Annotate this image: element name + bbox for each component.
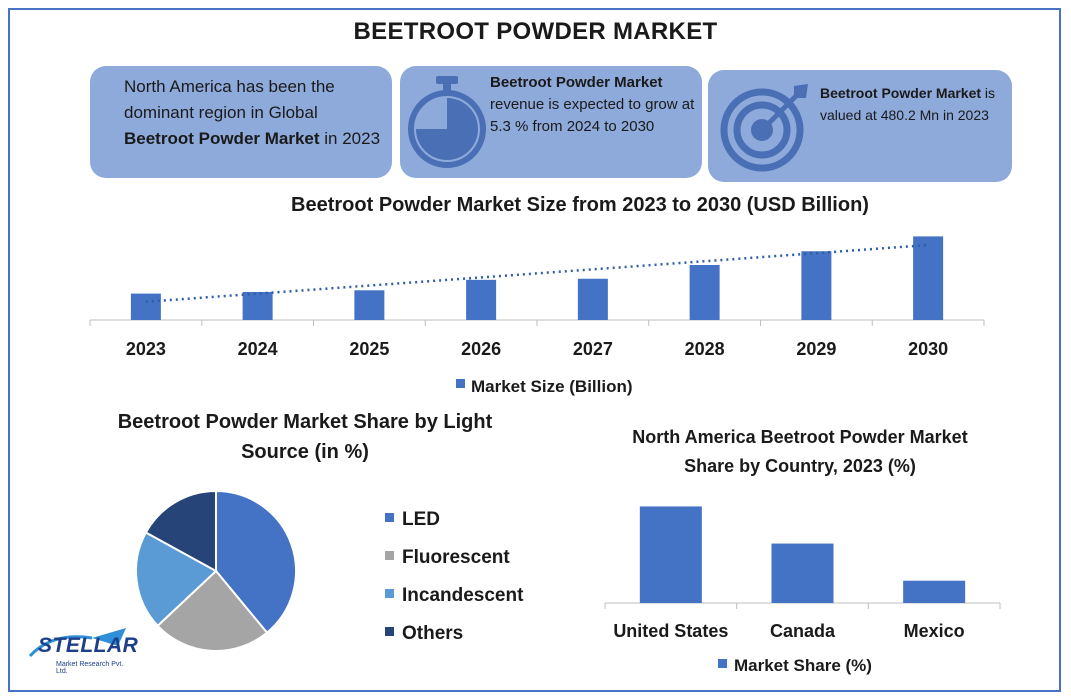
light-source-pie-chart xyxy=(135,489,297,652)
bar-2024 xyxy=(242,291,273,320)
pie-slice-led xyxy=(215,489,297,635)
x-tick-label: 2027 xyxy=(573,339,613,359)
info-box-growth-text: Beetroot Powder Market revenue is expect… xyxy=(490,72,700,138)
info-box-region-text: North America has been the dominant regi… xyxy=(124,74,384,152)
legend-item-incandescent: Incandescent xyxy=(385,585,523,607)
legend-swatch xyxy=(385,589,394,599)
bar-canada xyxy=(771,543,834,603)
x-tick-label: United States xyxy=(613,621,728,641)
info-box-region: North America has been the dominant regi… xyxy=(90,66,392,178)
info-box-value-text: Beetroot Powder Market is valued at 480.… xyxy=(820,82,1000,126)
bar-2025 xyxy=(354,290,385,320)
bar-2027 xyxy=(577,278,608,320)
legend-swatch xyxy=(385,513,394,523)
info-box-region-text-bold: Beetroot Powder Market xyxy=(124,129,320,148)
bar-2023 xyxy=(130,293,161,320)
legend-item-others: Others xyxy=(385,623,463,645)
legend-label: Market Size (Billion) xyxy=(471,377,633,396)
info-box-growth-text-post: revenue is expected to grow at 5.3 % fro… xyxy=(490,96,695,135)
info-box-value: Beetroot Powder Market is valued at 480.… xyxy=(708,70,1012,182)
info-box-growth: Beetroot Powder Market revenue is expect… xyxy=(400,66,702,178)
x-tick-label: 2029 xyxy=(796,339,836,359)
info-box-region-text-pre: North America has been the dominant regi… xyxy=(124,77,335,122)
legend-label: Others xyxy=(402,623,464,644)
info-box-growth-text-bold: Beetroot Powder Market xyxy=(490,74,663,91)
x-tick-label: 2025 xyxy=(349,339,389,359)
bar-2026 xyxy=(466,279,497,320)
info-box-value-text-post: is valued at 480.2 Mn in 2023 xyxy=(820,85,996,123)
legend-label: Incandescent xyxy=(402,585,524,606)
light-source-chart-title: Beetroot Powder Market Share by Light So… xyxy=(117,411,493,463)
info-box-value-text-bold: Beetroot Powder Market xyxy=(820,85,982,101)
x-tick-label: Canada xyxy=(770,621,836,641)
pie-slice-fluorescent xyxy=(156,569,269,652)
bar-2028 xyxy=(689,265,720,320)
stellar-logo: STELLAR Market Research Pvt. Ltd. xyxy=(22,628,138,684)
legend-label: Fluorescent xyxy=(402,547,510,568)
stopwatch-icon xyxy=(406,74,486,175)
market-size-chart-title: Beetroot Powder Market Size from 2023 to… xyxy=(291,194,869,216)
target-icon xyxy=(718,78,814,179)
x-tick-label: 2024 xyxy=(238,339,278,359)
logo-name: STELLAR xyxy=(38,634,139,657)
country-share-chart-title: North America Beetroot Powder Market Sha… xyxy=(632,427,968,476)
page-title: BEETROOT POWDER MARKET xyxy=(353,18,718,45)
bar-united-states xyxy=(639,506,702,603)
bar-2029 xyxy=(801,251,832,320)
legend-label: Market Share (%) xyxy=(734,656,872,675)
legend-item-led: LED xyxy=(385,509,440,531)
x-tick-label: Mexico xyxy=(904,621,965,641)
logo-subtitle: Market Research Pvt. Ltd. xyxy=(56,661,124,675)
pie-slice-others xyxy=(144,489,217,573)
bar-2030 xyxy=(913,236,944,320)
legend-swatch xyxy=(385,627,394,637)
legend-swatch xyxy=(718,659,727,668)
x-tick-label: 2026 xyxy=(461,339,501,359)
legend-item-fluorescent: Fluorescent xyxy=(385,547,510,569)
legend-label: LED xyxy=(402,509,440,530)
legend-swatch xyxy=(456,379,465,388)
legend-swatch xyxy=(385,551,394,561)
x-tick-label: 2023 xyxy=(126,339,166,359)
pie-slice-incandescent xyxy=(135,531,218,628)
info-box-region-text-post: in 2023 xyxy=(319,129,381,148)
bar-mexico xyxy=(903,580,966,603)
x-tick-label: 2030 xyxy=(908,339,948,359)
x-tick-label: 2028 xyxy=(685,339,725,359)
